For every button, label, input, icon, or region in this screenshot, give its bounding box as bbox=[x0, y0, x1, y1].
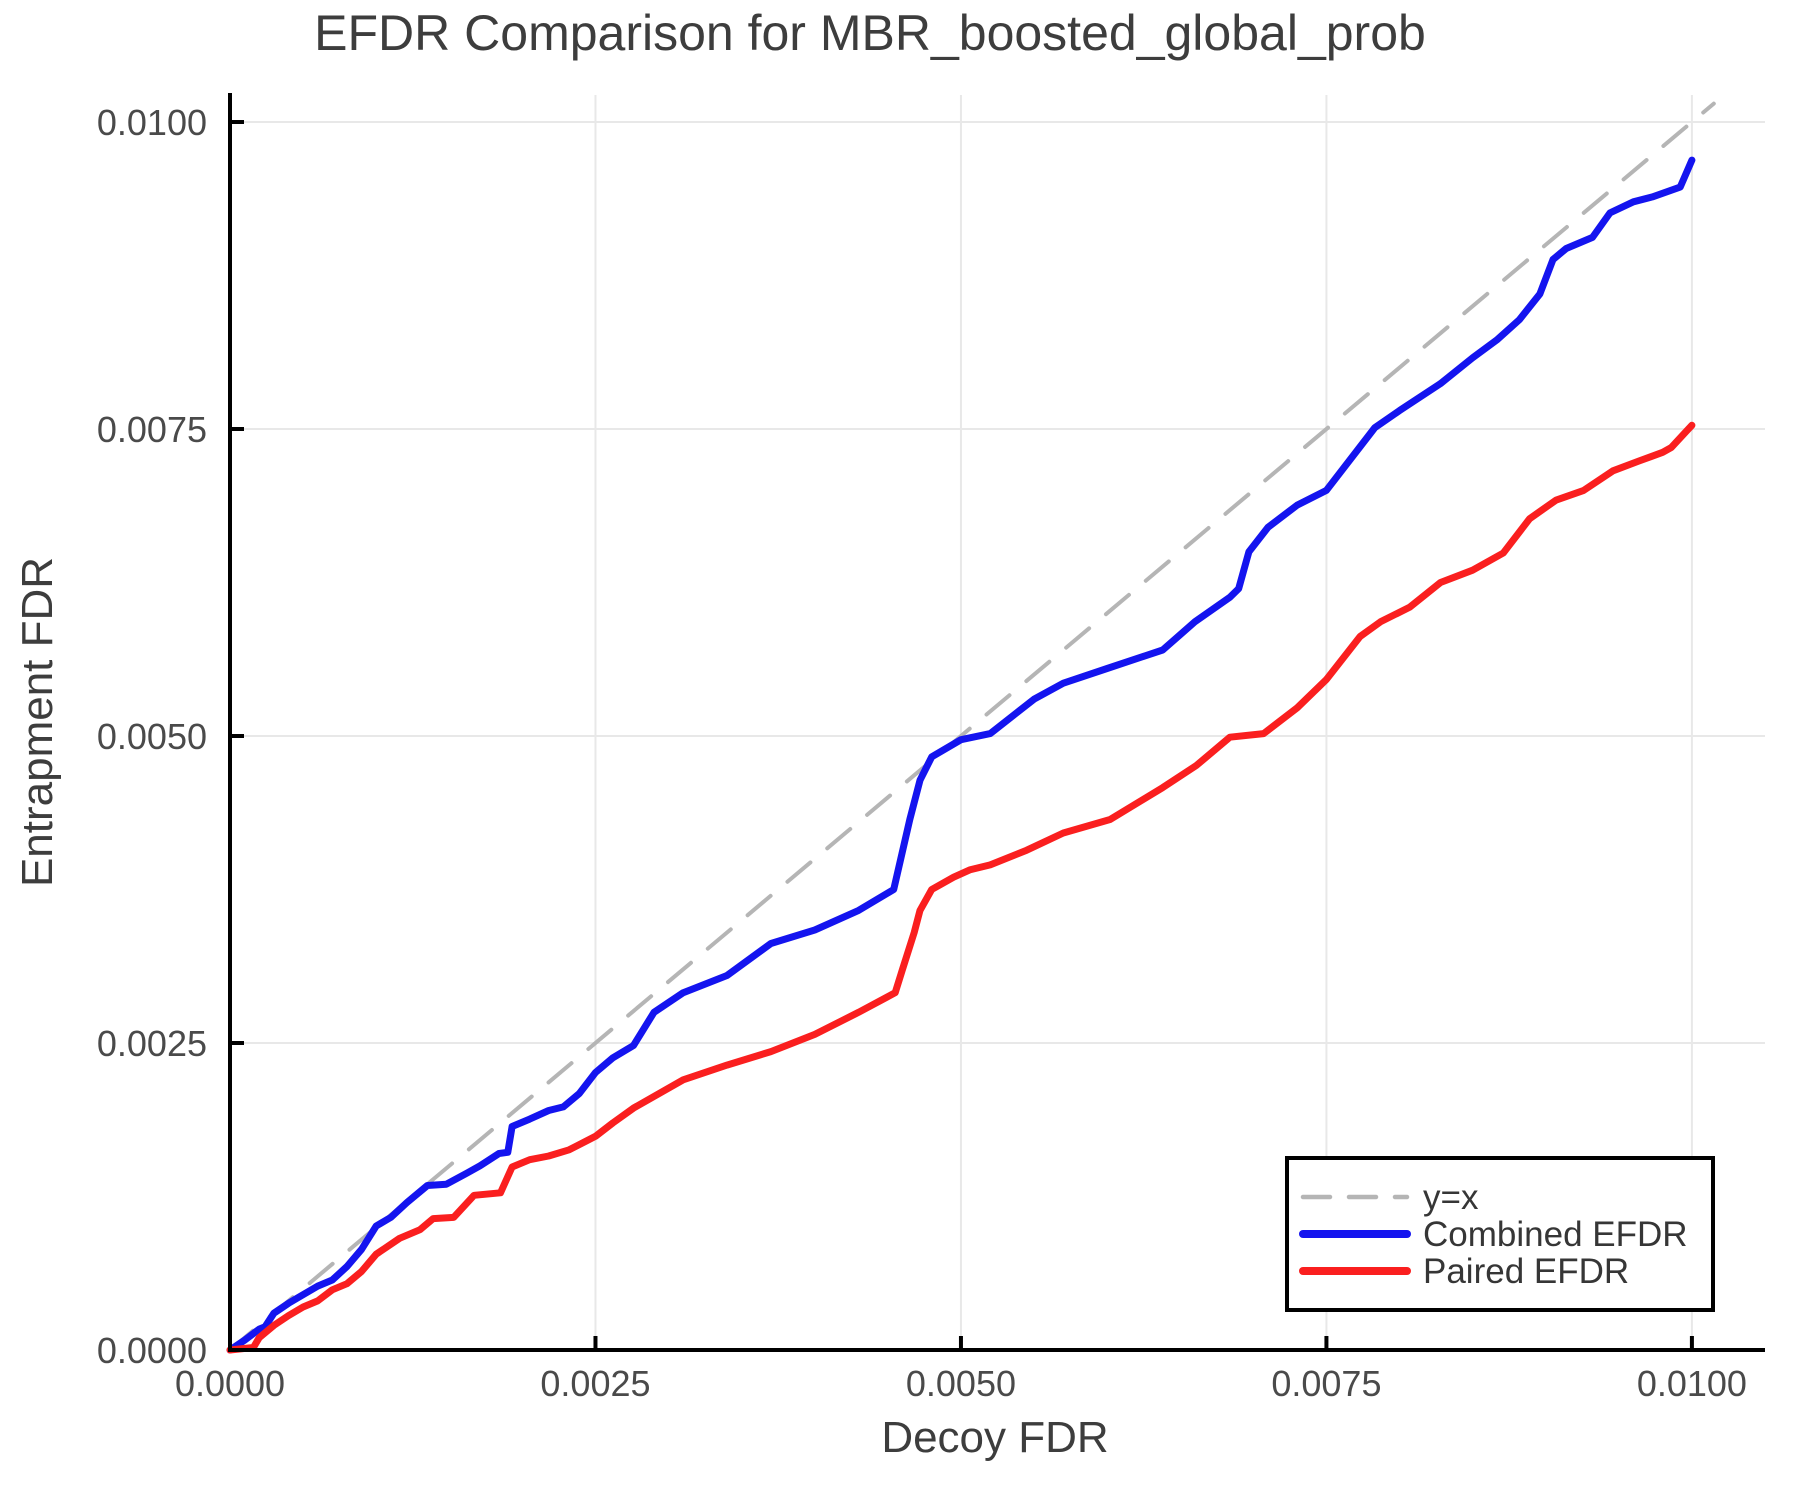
y-tick-label: 0.0100 bbox=[97, 102, 207, 143]
legend-line-samples bbox=[1299, 1194, 1411, 1275]
series-lines bbox=[226, 101, 1716, 1354]
y-tick-label: 0.0000 bbox=[97, 1330, 207, 1371]
x-axis-label: Decoy FDR bbox=[881, 1413, 1108, 1462]
x-tick-label: 0.0075 bbox=[1271, 1363, 1381, 1404]
x-tick-label: 0.0050 bbox=[906, 1363, 1016, 1404]
y-ticks: 0.0000 0.0025 0.0050 0.0075 0.0100 bbox=[97, 102, 244, 1371]
y-tick-label: 0.0050 bbox=[97, 716, 207, 757]
series-line-combined-efdr bbox=[226, 156, 1696, 1354]
x-tick-label: 0.0025 bbox=[540, 1363, 650, 1404]
chart-title: EFDR Comparison for MBR_boosted_global_p… bbox=[314, 5, 1426, 61]
y-tick-label: 0.0075 bbox=[97, 409, 207, 450]
legend: y=x Combined EFDR Paired EFDR bbox=[1285, 1156, 1715, 1312]
legend-label-combined-efdr: Combined EFDR bbox=[1423, 1215, 1688, 1254]
x-tick-label: 0.0000 bbox=[175, 1363, 285, 1404]
x-ticks: 0.0000 0.0025 0.0050 0.0075 0.0100 bbox=[175, 1336, 1747, 1404]
legend-label-yx: y=x bbox=[1423, 1178, 1479, 1217]
series-line-y-x bbox=[228, 101, 1716, 1352]
x-tick-label: 0.0100 bbox=[1637, 1363, 1747, 1404]
axis-spines bbox=[228, 93, 1765, 1352]
y-axis-label: Entrapment FDR bbox=[13, 557, 62, 887]
legend-label-paired-efdr: Paired EFDR bbox=[1423, 1252, 1629, 1291]
y-tick-label: 0.0025 bbox=[97, 1023, 207, 1064]
gridlines bbox=[230, 95, 1765, 1350]
series-line-paired-efdr bbox=[226, 421, 1696, 1354]
